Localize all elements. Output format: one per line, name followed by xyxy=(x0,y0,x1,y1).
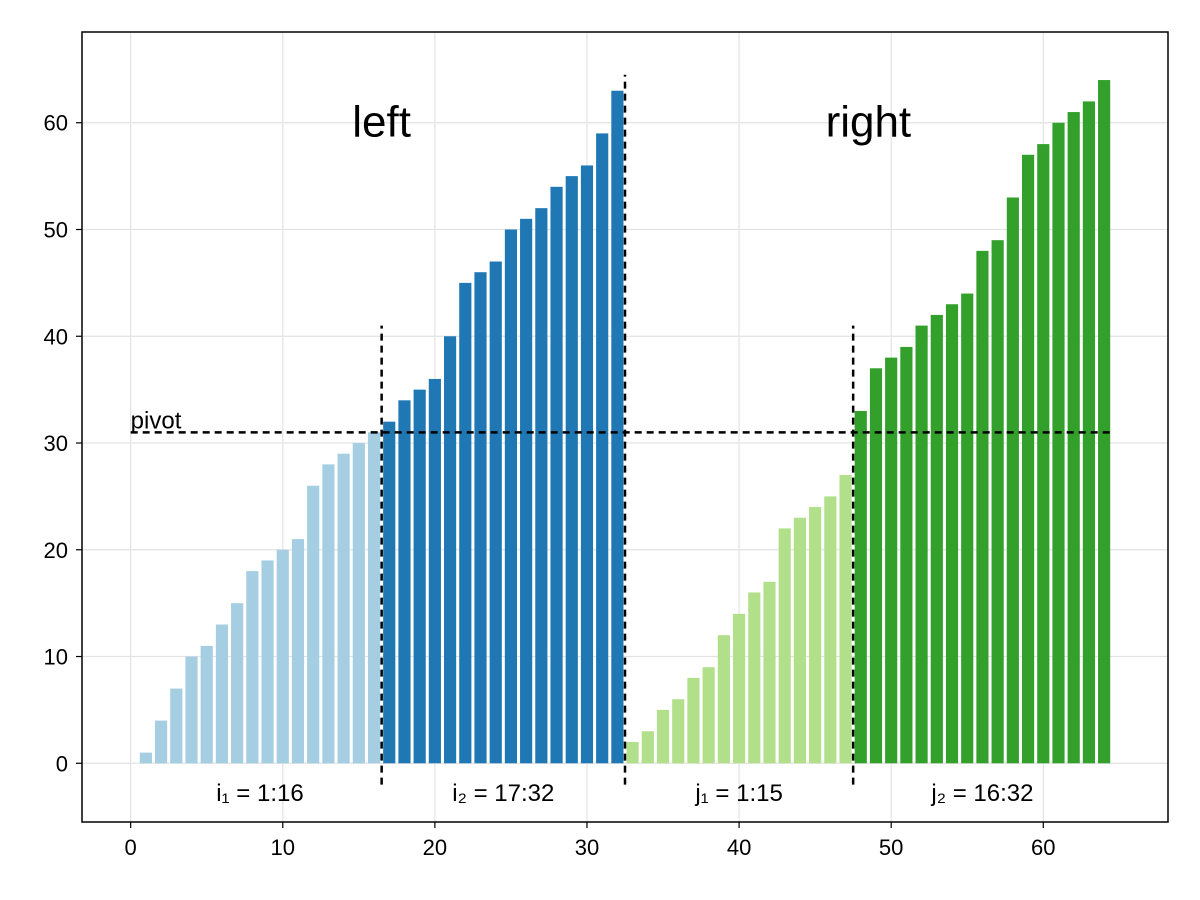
bar xyxy=(246,571,259,764)
bar xyxy=(200,645,213,764)
bar xyxy=(504,229,518,764)
x-tick-label: 30 xyxy=(575,835,599,860)
bar xyxy=(793,517,806,764)
bar xyxy=(915,325,928,764)
bar xyxy=(717,635,730,764)
plot-frame xyxy=(81,31,1169,823)
bar xyxy=(535,208,548,764)
bar xyxy=(991,240,1004,764)
bar xyxy=(580,165,594,764)
bar xyxy=(748,592,761,764)
pivot-label: pivot xyxy=(131,407,182,434)
bar xyxy=(170,688,183,764)
bar xyxy=(672,699,685,764)
bar xyxy=(976,250,989,764)
bar xyxy=(185,656,198,764)
range-label-j2: j₂ = 16:32 xyxy=(930,780,1033,807)
bar xyxy=(337,453,350,764)
bar xyxy=(611,90,624,764)
bar xyxy=(428,378,441,764)
bar xyxy=(900,346,913,764)
bar xyxy=(489,261,502,764)
bar xyxy=(215,624,229,764)
bar xyxy=(1052,122,1065,764)
bar xyxy=(1067,112,1080,764)
bar xyxy=(139,752,152,764)
bar xyxy=(687,677,700,764)
axis-ticks: 0 10 20 30 40 50 60 0 10 20 30 40 50 60 xyxy=(44,111,1056,860)
bar xyxy=(291,539,305,764)
range-label-i2: i₂ = 17:32 xyxy=(452,780,554,807)
bar xyxy=(231,603,244,764)
x-tick-label: 60 xyxy=(1031,835,1055,860)
bar xyxy=(367,432,381,764)
bar xyxy=(854,410,867,764)
right-title: right xyxy=(826,98,912,147)
bar xyxy=(626,741,639,764)
bar xyxy=(520,218,533,764)
y-tick-label: 30 xyxy=(44,431,68,456)
bar xyxy=(322,464,335,764)
bar xyxy=(945,304,959,764)
bar xyxy=(961,293,974,764)
x-tick-label: 0 xyxy=(125,835,137,860)
bar xyxy=(702,667,715,764)
x-tick-label: 50 xyxy=(879,835,903,860)
bar xyxy=(474,272,487,764)
bar xyxy=(383,421,396,764)
bar xyxy=(1098,80,1111,764)
bar xyxy=(1037,144,1050,764)
bar xyxy=(656,709,670,764)
x-tick-label: 10 xyxy=(271,835,295,860)
bars xyxy=(139,80,1111,764)
x-tick-label: 40 xyxy=(727,835,751,860)
bar xyxy=(930,314,943,764)
range-label-j1: j₁ = 1:15 xyxy=(694,780,783,807)
y-tick-label: 40 xyxy=(44,324,68,349)
bar xyxy=(550,186,563,764)
bar xyxy=(732,613,746,764)
y-tick-label: 10 xyxy=(44,645,68,670)
bar xyxy=(155,720,168,764)
y-tick-label: 0 xyxy=(56,751,68,776)
bar xyxy=(413,389,426,764)
left-title: left xyxy=(352,98,411,147)
bar xyxy=(261,560,274,764)
bar xyxy=(763,581,776,764)
y-tick-label: 50 xyxy=(44,218,68,243)
bar xyxy=(307,485,320,764)
bar xyxy=(885,357,898,764)
annotation-lines xyxy=(130,74,1112,785)
bar xyxy=(596,133,609,764)
bar xyxy=(459,282,472,764)
bar xyxy=(869,368,883,764)
bar xyxy=(352,443,365,764)
bar xyxy=(778,528,791,764)
bar xyxy=(444,336,457,764)
y-tick-label: 20 xyxy=(44,538,68,563)
bar xyxy=(565,176,578,764)
bar xyxy=(641,731,654,764)
x-tick-label: 20 xyxy=(423,835,447,860)
grid-lines xyxy=(82,32,1168,822)
bar xyxy=(1082,101,1095,764)
bar xyxy=(824,496,837,764)
range-label-i1: i₁ = 1:16 xyxy=(216,780,304,807)
bar xyxy=(276,549,289,764)
bar xyxy=(809,507,822,764)
y-tick-label: 60 xyxy=(44,111,68,136)
bar xyxy=(1006,197,1019,764)
bar xyxy=(839,475,852,764)
bar xyxy=(398,400,411,764)
bar xyxy=(1021,154,1035,764)
